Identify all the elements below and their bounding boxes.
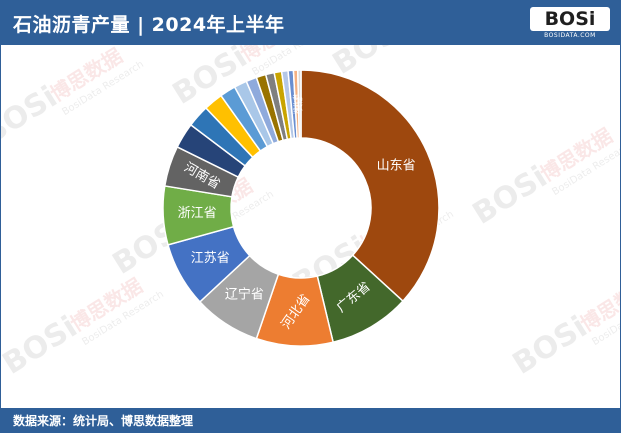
donut-slice bbox=[300, 69, 440, 303]
donut-slices bbox=[162, 69, 440, 347]
slice-label: 浙江省 bbox=[178, 206, 217, 221]
header-bar: 石油沥青产量 | 2024年上半年 BOSi BOSIDATA.COM bbox=[1, 1, 620, 45]
logo-box: BOSi bbox=[530, 7, 610, 31]
donut-slice bbox=[296, 69, 302, 139]
logo-text: BOSi bbox=[544, 8, 596, 30]
logo-subtext: BOSIDATA.COM bbox=[544, 32, 596, 39]
slice-label: 其他 bbox=[295, 97, 304, 111]
footer-bar: 数据来源：统计局、博思数据整理 bbox=[1, 408, 620, 432]
chart-title: 石油沥青产量 | 2024年上半年 bbox=[13, 14, 285, 36]
slice-label: 山东省 bbox=[377, 159, 416, 174]
watermark-en: BosiData Research bbox=[410, 45, 495, 48]
slice-label: 江苏省 bbox=[191, 250, 230, 266]
data-source: 数据来源：统计局、博思数据整理 bbox=[13, 414, 194, 428]
bosi-logo: BOSi BOSIDATA.COM bbox=[530, 7, 610, 41]
slice-label: 湖北省 bbox=[292, 93, 302, 114]
slice-label: 辽宁省 bbox=[225, 287, 264, 303]
